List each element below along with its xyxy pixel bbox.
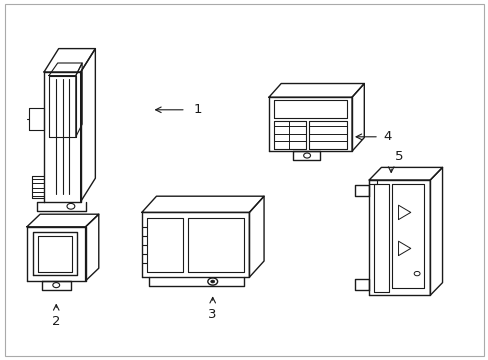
Text: 4: 4 (383, 130, 391, 143)
Circle shape (210, 280, 214, 283)
Text: 1: 1 (193, 103, 201, 116)
Text: 5: 5 (394, 150, 403, 163)
Text: 3: 3 (208, 308, 217, 321)
Text: 2: 2 (52, 315, 61, 328)
